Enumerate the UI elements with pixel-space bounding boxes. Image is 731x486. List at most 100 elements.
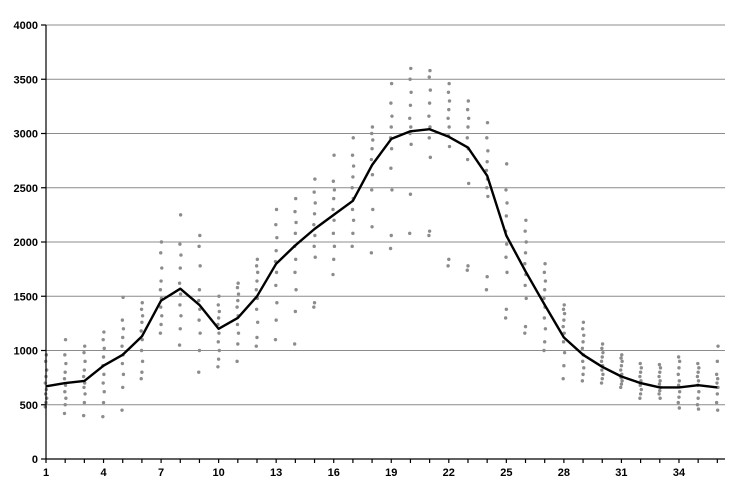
scatter-point (600, 355, 604, 359)
scatter-point (292, 342, 297, 346)
scatter-point (101, 400, 106, 405)
scatter-point (179, 314, 183, 318)
scatter-point (658, 396, 662, 400)
scatter-point (254, 264, 259, 268)
scatter-point (446, 90, 451, 94)
scatter-point (715, 381, 719, 385)
scatter-point (197, 348, 202, 353)
scatter-point (486, 149, 490, 153)
scatter-point (313, 201, 317, 205)
scatter-point (139, 377, 143, 381)
scatter-point (715, 377, 720, 381)
scatter-point (275, 235, 279, 240)
scatter-point (160, 266, 164, 270)
y-tick-label: 3000 (14, 129, 38, 141)
scatter-point (235, 359, 239, 364)
scatter-point (254, 288, 258, 292)
scatter-point (466, 99, 471, 103)
scatter-point (120, 361, 125, 366)
scatter-point (140, 359, 145, 364)
scatter-point (466, 264, 470, 268)
scatter-point (140, 370, 144, 374)
scatter-point (390, 114, 394, 118)
scatter-point (542, 270, 547, 275)
scatter-point (83, 359, 87, 364)
scatter-point (236, 298, 240, 303)
scatter-point (485, 120, 490, 125)
scatter-point (81, 374, 86, 379)
scatter-point (312, 301, 317, 305)
scatter-point (485, 136, 489, 140)
scatter-point (293, 209, 297, 214)
scatter-point (523, 283, 527, 288)
scatter-point (217, 348, 222, 353)
scatter-point (389, 125, 393, 129)
scatter-point (236, 342, 240, 346)
x-tick-label: 22 (443, 467, 455, 479)
scatter-point (389, 81, 394, 86)
scatter-point (178, 242, 182, 246)
scatter-point (447, 99, 452, 103)
scatter-point (561, 377, 565, 381)
scatter-point (121, 372, 126, 377)
scatter-point (235, 305, 239, 309)
scatter-point (619, 363, 624, 368)
scatter-point (159, 322, 163, 327)
scatter-point (619, 385, 623, 390)
scatter-point (198, 331, 202, 335)
y-tick-label: 2500 (14, 183, 38, 195)
scatter-point (562, 303, 566, 307)
scatter-point (561, 307, 566, 311)
scatter-point (716, 344, 720, 348)
scatter-point (524, 296, 528, 301)
scatter-point (695, 403, 700, 407)
scatter-point (159, 305, 163, 309)
scatter-point (427, 101, 432, 105)
scatter-point (370, 188, 374, 192)
scatter-point (64, 361, 68, 366)
scatter-point (657, 362, 662, 367)
scatter-point (562, 363, 566, 368)
scatter-point (389, 233, 393, 238)
scatter-point (696, 379, 701, 383)
scatter-point (331, 179, 336, 183)
scatter-point (294, 220, 298, 225)
scatter-point (600, 342, 605, 346)
scatter-point (63, 337, 68, 342)
scatter-point (504, 242, 509, 246)
scatter-point (620, 359, 624, 364)
scatter-point (140, 320, 144, 324)
scatter-point (236, 281, 240, 285)
y-tick-label: 2000 (14, 237, 38, 249)
gridlines (46, 24, 725, 406)
scatter-point (294, 196, 298, 201)
scatter-point (658, 366, 663, 370)
scatter-point (581, 372, 585, 377)
scatter-point (639, 366, 644, 370)
x-tick-label: 31 (615, 467, 627, 479)
scatter-point (178, 266, 182, 270)
scatter-point (408, 77, 412, 81)
scatter-point (409, 90, 413, 94)
scatter-point (715, 392, 720, 396)
scatter-point (676, 372, 680, 377)
scatter-point (466, 116, 471, 121)
scatter-point (178, 213, 183, 217)
mean-line (45, 127, 718, 389)
mean-line-layer (45, 127, 718, 389)
scatter-point (140, 337, 144, 342)
scatter-point (159, 279, 163, 283)
scatter-points (43, 66, 720, 419)
scatter-point (275, 301, 279, 305)
scatter-point (198, 264, 202, 268)
scatter-point (582, 366, 586, 370)
scatter-point (101, 381, 105, 385)
scatter-point (160, 314, 164, 318)
scatter-point (139, 348, 144, 353)
scatter-point (235, 322, 240, 327)
scatter-point (485, 186, 489, 190)
scatter-point (523, 324, 528, 329)
scatter-point (351, 164, 356, 168)
